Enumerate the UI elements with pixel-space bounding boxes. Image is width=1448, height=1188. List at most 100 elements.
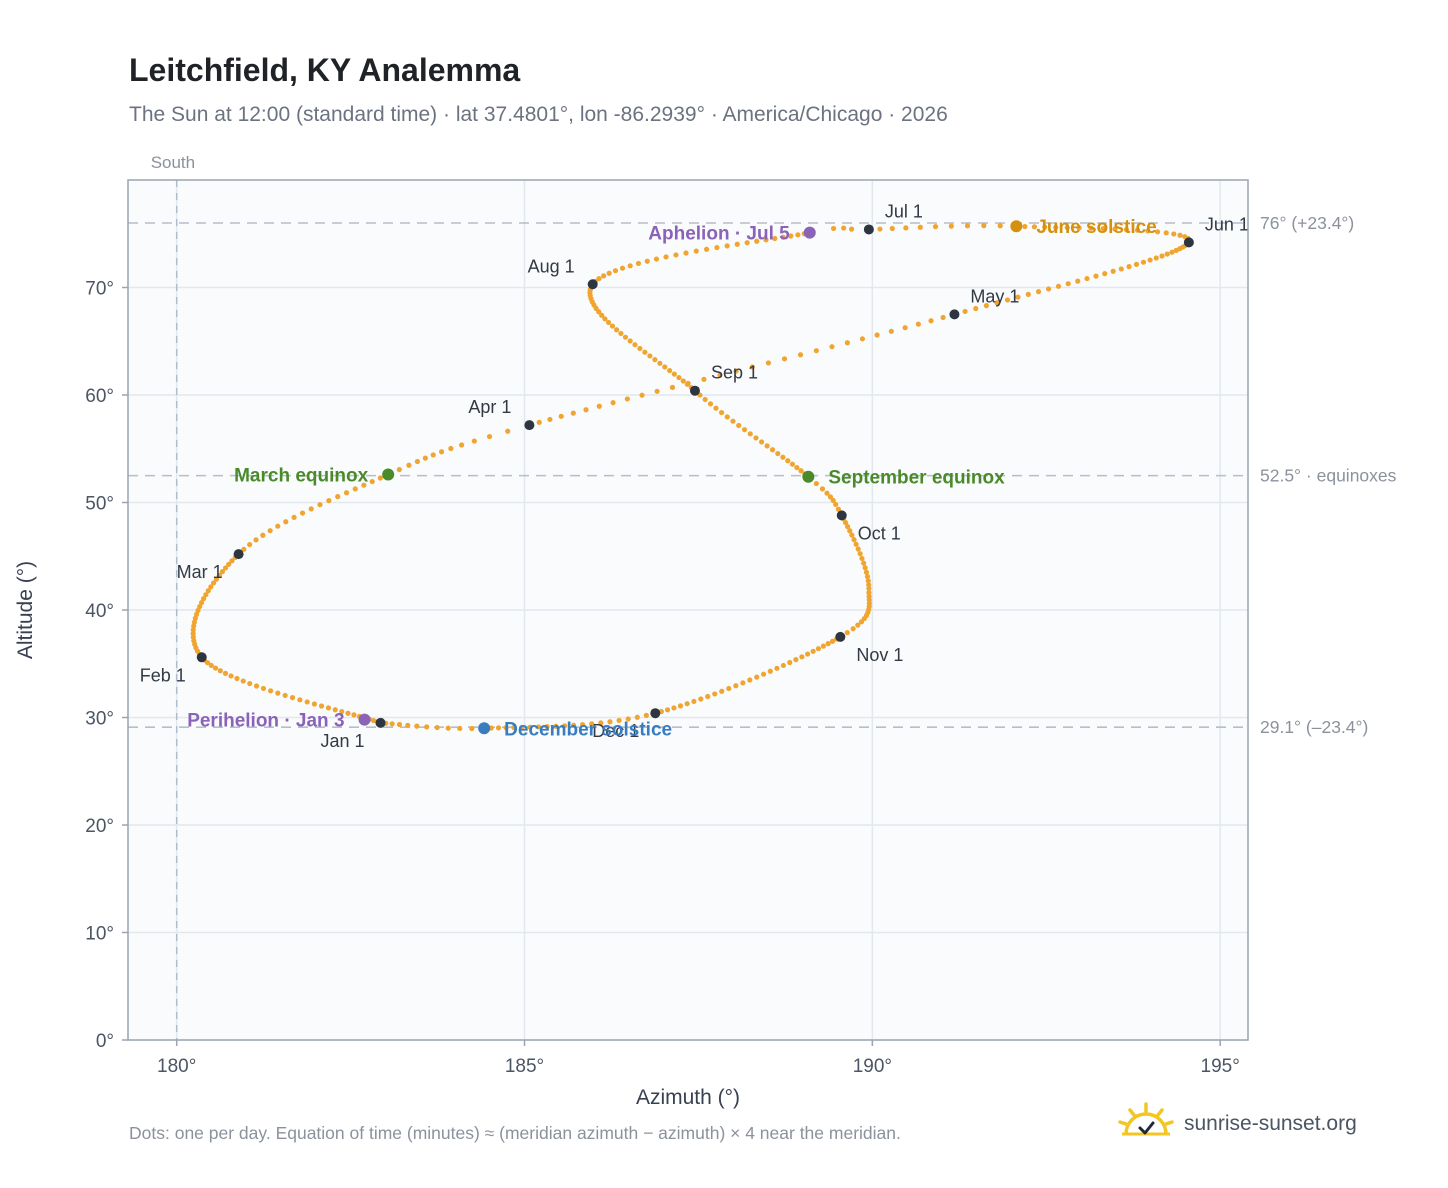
daily-dot <box>734 241 740 247</box>
x-tick-label: 185° <box>505 1056 544 1077</box>
daily-dot <box>210 580 217 586</box>
month-markers: Jan 1 Feb 1 Mar 1 Apr 1 May 1 Jun 1 Jul 1 Aug 1… <box>140 201 1249 750</box>
daily-dot <box>785 458 791 464</box>
event-marker <box>382 468 395 481</box>
month-label: Oct 1 <box>858 523 901 543</box>
month-label: Aug 1 <box>528 256 575 276</box>
daily-dot <box>642 349 648 355</box>
daily-dot <box>698 696 704 702</box>
daily-dot <box>222 670 229 676</box>
daily-dot <box>691 698 697 705</box>
daily-dot <box>849 532 855 538</box>
daily-dot <box>983 303 989 309</box>
reference-lines: 76° (+23.4°) 52.5° · equinoxes 29.1° (–23.… <box>128 213 1397 737</box>
daily-dot <box>713 405 719 411</box>
daily-dot <box>343 490 350 496</box>
daily-dot <box>201 596 207 602</box>
daily-dot <box>1025 291 1031 297</box>
daily-dot <box>1088 225 1094 231</box>
daily-dot <box>260 532 266 538</box>
daily-dot <box>874 332 880 338</box>
daily-dot <box>228 673 234 679</box>
daily-dot <box>193 611 200 618</box>
daily-dot <box>339 708 345 715</box>
daily-dot <box>1126 264 1132 270</box>
event-marker <box>1010 220 1023 233</box>
daily-dot <box>260 685 267 692</box>
daily-dot <box>862 565 868 571</box>
daily-dot <box>536 419 542 425</box>
daily-dot <box>267 528 273 534</box>
daily-dot <box>718 409 725 416</box>
daily-dot <box>664 707 671 713</box>
daily-dot <box>1133 261 1140 267</box>
daily-dot <box>627 338 633 344</box>
daily-dot <box>917 224 923 230</box>
daily-dot <box>197 603 203 610</box>
daily-dot <box>701 376 707 382</box>
daily-dot <box>765 360 772 366</box>
daily-dot <box>1140 259 1147 265</box>
daily-dot <box>195 607 201 614</box>
daily-dot <box>414 458 421 465</box>
daily-dot <box>219 568 226 575</box>
daily-dot <box>763 237 769 243</box>
daily-dot <box>973 305 979 312</box>
daily-dot <box>948 223 954 229</box>
daily-dot <box>830 497 836 504</box>
daily-dot <box>767 668 773 674</box>
month-marker <box>835 631 846 642</box>
daily-dot <box>813 480 819 487</box>
daily-dot <box>190 627 196 633</box>
daily-dot <box>851 537 857 543</box>
chart-title: Leitchfield, KY Analemma <box>129 52 521 88</box>
daily-dot <box>558 413 564 419</box>
event-label: September equinox <box>828 468 1005 489</box>
daily-dot <box>676 374 682 381</box>
daily-dot <box>326 498 332 504</box>
daily-dot <box>1110 268 1116 274</box>
daily-dot <box>760 671 767 677</box>
daily-dot <box>609 323 616 329</box>
event-marker <box>803 226 816 239</box>
daily-dot <box>844 340 850 346</box>
daily-dot <box>352 486 358 492</box>
daily-dot <box>877 226 883 232</box>
daily-dot <box>544 724 550 730</box>
daily-dot <box>848 226 855 232</box>
daily-dot <box>758 439 765 445</box>
daily-dot <box>789 461 796 467</box>
daily-dot <box>208 584 214 590</box>
daily-dot <box>866 585 872 592</box>
month-label: Dec 1 <box>592 721 639 741</box>
daily-dot <box>673 252 679 258</box>
daily-dot <box>726 685 732 692</box>
reference-label: 29.1° (–23.4°) <box>1260 717 1368 737</box>
daily-dot <box>1153 255 1159 261</box>
month-label: Jun 1 <box>1205 214 1249 234</box>
meridian-label: South <box>151 153 195 172</box>
brand-logo[interactable]: sunrise-sunset.org <box>1118 1100 1357 1148</box>
event-marker <box>802 470 815 483</box>
brand-name: sunrise-sunset.org <box>1184 1112 1357 1135</box>
daily-dot <box>1035 289 1042 295</box>
y-tick-label: 70° <box>85 279 114 300</box>
daily-dot <box>1093 273 1099 279</box>
daily-dot <box>683 250 689 256</box>
daily-dot <box>434 724 440 731</box>
daily-dot <box>647 353 653 359</box>
daily-dot <box>503 725 509 731</box>
daily-dot <box>618 330 624 337</box>
daily-dot <box>684 701 690 707</box>
daily-dot <box>606 270 612 276</box>
daily-dot <box>406 462 412 468</box>
daily-dot <box>430 452 436 458</box>
daily-dot <box>1046 286 1052 292</box>
daily-dot <box>829 344 835 350</box>
daily-dot <box>788 233 794 239</box>
daily-dot <box>774 665 780 671</box>
daily-dot <box>780 662 787 669</box>
daily-dot <box>234 675 240 682</box>
daily-dot <box>602 316 608 322</box>
daily-dot <box>311 701 318 707</box>
